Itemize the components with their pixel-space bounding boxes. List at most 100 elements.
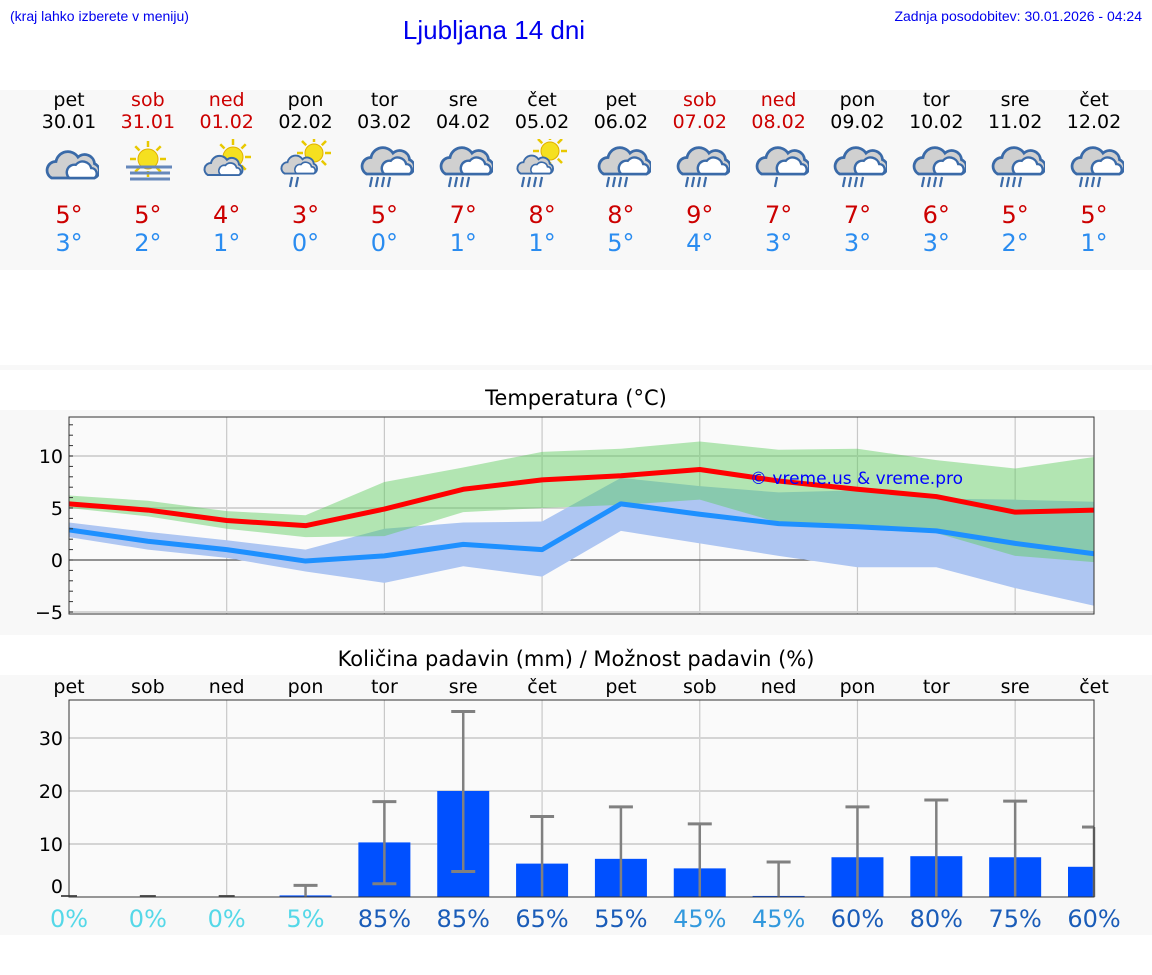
max-temperature: 5° xyxy=(1001,201,1029,229)
day-date: 31.01 xyxy=(120,111,176,133)
plot-frame xyxy=(68,699,1095,898)
probability-label: 55% xyxy=(594,905,647,933)
probability-label: 85% xyxy=(358,905,411,933)
plot-frame xyxy=(68,416,1095,615)
max-temperature: 7° xyxy=(764,201,793,229)
y-tick-label: 0 xyxy=(51,876,63,898)
category-label: pon xyxy=(840,676,876,698)
category-label: sre xyxy=(449,676,478,698)
fog-sun-icon xyxy=(118,139,178,191)
partly-cloudy-light-rain-icon xyxy=(276,136,336,191)
category-label: pet xyxy=(605,676,636,698)
temperature-chart: 10 5 0 −5 © vreme.us & vreme.pro xyxy=(0,410,1152,635)
rain-icon xyxy=(906,139,968,191)
probability-label: 80% xyxy=(910,905,963,933)
temperature-chart-title: Temperatura (°C) xyxy=(485,386,667,410)
partly-cloudy-icon xyxy=(197,139,257,191)
max-temperature: 5° xyxy=(55,201,83,229)
day-column: tor 03.02 5° 0° xyxy=(345,89,423,257)
category-label: pon xyxy=(288,676,324,698)
precipitation-chart-title: Količina padavin (mm) / Možnost padavin … xyxy=(337,647,815,671)
category-label: sob xyxy=(131,676,165,698)
max-temperature: 5° xyxy=(1080,201,1108,229)
day-name: tor xyxy=(922,89,950,111)
y-tick-label: 5 xyxy=(51,498,63,520)
category-label: sob xyxy=(683,676,717,698)
day-column: pet 30.01 5° 3° xyxy=(30,89,108,257)
cloudy-icon xyxy=(39,139,101,191)
day-date: 11.02 xyxy=(987,111,1043,133)
min-temperature-line xyxy=(68,501,1095,564)
category-label: čet xyxy=(527,676,557,698)
max-temperature: 4° xyxy=(213,201,241,229)
day-column: sre 04.02 7° 1° xyxy=(424,89,502,257)
day-column: ned 01.02 4° 1° xyxy=(188,89,266,257)
rain-icon xyxy=(985,139,1047,191)
day-column: ned 08.02 7° 3° xyxy=(740,89,818,257)
day-name: ned xyxy=(760,89,797,111)
partly-cloudy-rain-icon xyxy=(512,134,572,191)
probability-label: 75% xyxy=(988,905,1041,933)
min-temperature: 0° xyxy=(370,229,399,257)
y-tick-label: 20 xyxy=(39,781,63,803)
min-temperature: 1° xyxy=(213,229,241,257)
day-name: ned xyxy=(208,89,245,111)
min-temperature: 3° xyxy=(55,229,83,257)
watermark: © vreme.us & vreme.pro xyxy=(750,469,963,489)
last-updated: Zadnja posodobitev: 30.01.2026 - 04:24 xyxy=(894,8,1142,24)
min-temperature: 0° xyxy=(291,229,320,257)
max-temperature-band xyxy=(69,441,1094,563)
probability-label: 85% xyxy=(437,905,490,933)
max-temperature: 5° xyxy=(134,201,162,229)
probability-label: 65% xyxy=(515,905,568,933)
y-tick-label: 10 xyxy=(39,834,63,856)
day-date: 06.02 xyxy=(593,111,649,133)
min-temperature: 2° xyxy=(1001,229,1029,257)
day-date: 07.02 xyxy=(672,111,727,133)
day-date: 03.02 xyxy=(357,111,412,133)
day-name: čet xyxy=(527,89,557,111)
day-column: pon 09.02 7° 3° xyxy=(818,89,896,257)
category-label: ned xyxy=(761,676,797,698)
max-temperature-line xyxy=(68,467,1095,529)
page-title: Ljubljana 14 dni xyxy=(402,15,586,45)
probability-label: 0% xyxy=(129,905,167,933)
day-name: pet xyxy=(605,89,637,111)
category-label: ned xyxy=(209,676,245,698)
day-name: sob xyxy=(682,89,717,111)
min-temperature: 2° xyxy=(134,229,162,257)
divider xyxy=(0,365,1152,370)
probability-label: 5% xyxy=(286,905,324,933)
forecast-strip xyxy=(0,90,1152,270)
probability-label: 0% xyxy=(208,905,246,933)
rain-icon xyxy=(1064,139,1126,191)
probability-label: 45% xyxy=(673,905,726,933)
day-name: sre xyxy=(448,89,478,111)
day-column: sob 07.02 9° 4° xyxy=(661,89,739,257)
y-tick-label: 10 xyxy=(39,446,63,468)
day-date: 02.02 xyxy=(278,111,333,133)
location-hint[interactable]: (kraj lahko izberete v meniju) xyxy=(10,8,189,24)
day-column: čet 12.02 5° 1° xyxy=(1055,89,1133,257)
probability-label: 45% xyxy=(752,905,805,933)
min-temperature: 1° xyxy=(528,229,556,257)
day-column: čet 05.02 8° 1° xyxy=(503,89,581,257)
light-rain-icon xyxy=(749,139,811,191)
day-date: 10.02 xyxy=(909,111,964,133)
category-label: tor xyxy=(371,676,398,698)
rain-icon xyxy=(354,139,417,191)
max-temperature: 3° xyxy=(291,201,320,229)
day-column: sob 31.01 5° 2° xyxy=(109,89,187,257)
max-temperature: 7° xyxy=(449,201,477,229)
category-label: pet xyxy=(53,676,84,698)
day-column: tor 10.02 6° 3° xyxy=(897,89,975,257)
day-date: 01.02 xyxy=(199,111,254,133)
category-label: tor xyxy=(923,676,950,698)
probability-label: 60% xyxy=(1067,905,1120,933)
min-temperature: 3° xyxy=(843,229,872,257)
y-tick-label: 0 xyxy=(51,550,63,572)
y-tick-label: −5 xyxy=(35,602,63,624)
category-label: sre xyxy=(1001,676,1030,698)
day-column: sre 11.02 5° 2° xyxy=(976,89,1054,257)
day-date: 04.02 xyxy=(436,111,491,133)
